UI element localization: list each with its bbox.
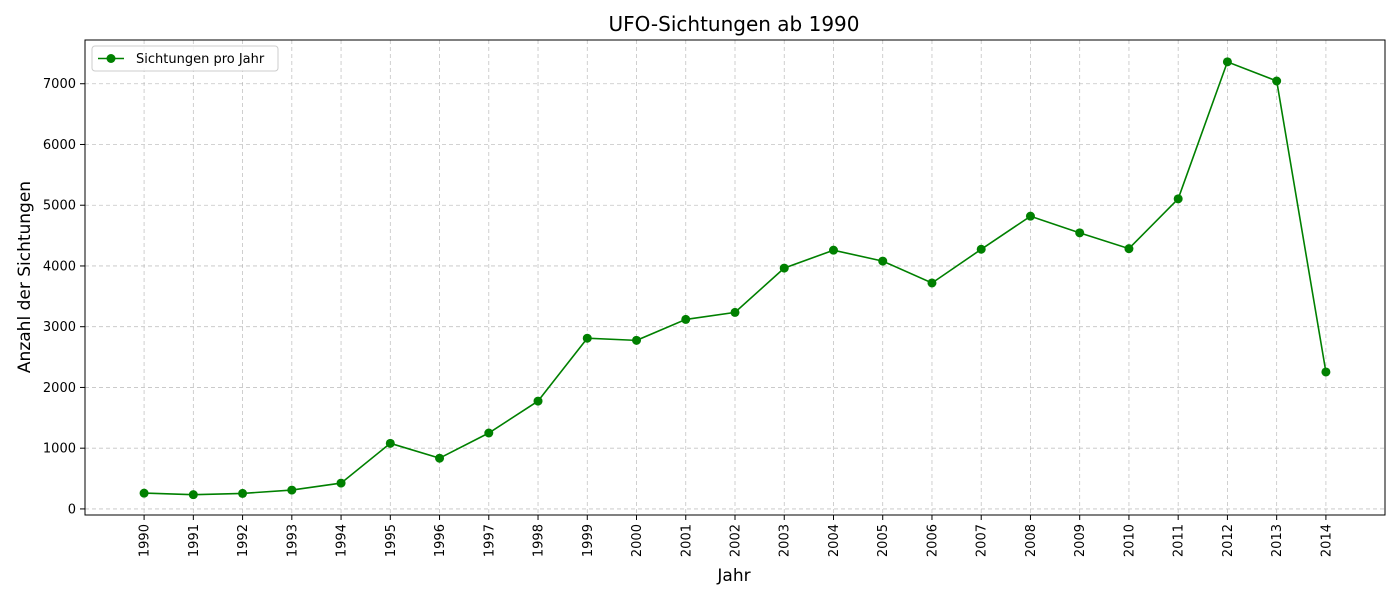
data-point (681, 314, 691, 324)
y-tick-label: 5000 (43, 199, 76, 214)
data-point (779, 263, 789, 273)
y-tick-label: 6000 (43, 138, 76, 153)
data-point (238, 488, 248, 498)
x-tick-label: 1998 (532, 524, 547, 557)
x-tick-label: 1992 (236, 524, 251, 557)
y-tick-label: 7000 (43, 77, 76, 92)
x-tick-label: 1994 (335, 524, 350, 557)
x-tick-label: 1991 (187, 524, 202, 557)
x-axis: 1990 1991 1992 1993 1994 1995 1996 1997 1998 1999… (138, 515, 1334, 557)
x-tick-label: 1999 (581, 524, 596, 557)
chart-title: UFO-Sichtungen ab 1990 (608, 12, 859, 36)
x-tick-label: 2006 (925, 524, 940, 557)
data-point (632, 335, 642, 345)
data-point (1173, 194, 1183, 204)
y-tick-label: 2000 (43, 381, 76, 396)
x-tick-label: 1990 (138, 524, 153, 557)
x-axis-label: Jahr (716, 566, 750, 586)
data-point (927, 278, 937, 288)
data-point (188, 490, 198, 500)
y-tick-label: 3000 (43, 320, 76, 335)
x-tick-label: 2007 (975, 524, 990, 557)
data-point (828, 245, 838, 255)
x-tick-label: 1995 (384, 524, 399, 557)
x-tick-label: 2012 (1221, 524, 1236, 557)
legend-box (91, 45, 279, 72)
x-tick-label: 2000 (630, 524, 645, 557)
grid-lines (85, 40, 1385, 515)
data-point (976, 244, 986, 254)
y-tick-label: 0 (68, 502, 76, 517)
data-series (139, 57, 1331, 500)
data-point (1124, 244, 1134, 254)
y-tick-label: 4000 (43, 259, 76, 274)
legend: Sichtungen pro Jahr (91, 45, 279, 72)
plot-frame (84, 39, 1386, 516)
x-tick-label: 2010 (1122, 524, 1137, 557)
x-tick-label: 2014 (1319, 524, 1334, 557)
data-point (336, 478, 346, 488)
x-tick-label: 2011 (1172, 524, 1187, 557)
data-point (435, 453, 445, 463)
data-point (878, 256, 888, 266)
data-point (139, 488, 149, 498)
legend-marker (106, 54, 116, 63)
x-tick-label: 2005 (876, 524, 891, 557)
data-point (1075, 228, 1085, 238)
data-point (287, 485, 297, 495)
data-point (1222, 57, 1232, 67)
y-axis-label: Anzahl der Sichtungen (15, 181, 35, 373)
x-tick-label: 2003 (778, 524, 793, 557)
data-point (1321, 367, 1331, 377)
x-tick-label: 2013 (1270, 524, 1285, 557)
legend-label: Sichtungen pro Jahr (136, 52, 265, 67)
x-tick-label: 2009 (1073, 524, 1088, 557)
y-tick-label: 1000 (43, 442, 76, 457)
data-point (1025, 211, 1035, 221)
data-point (533, 396, 543, 406)
data-point (582, 333, 592, 343)
data-point (1272, 76, 1282, 86)
x-tick-label: 2008 (1024, 524, 1039, 557)
x-tick-label: 1993 (285, 524, 300, 557)
y-axis: 0 1000 2000 3000 4000 5000 6000 7000 (43, 77, 85, 517)
x-tick-label: 2001 (679, 524, 694, 557)
data-point (385, 438, 395, 448)
data-point (730, 307, 740, 317)
x-tick-label: 2004 (827, 524, 842, 557)
x-tick-label: 1996 (433, 524, 448, 557)
x-tick-label: 1997 (482, 524, 497, 557)
data-point (484, 428, 494, 438)
x-tick-label: 2002 (729, 524, 744, 557)
